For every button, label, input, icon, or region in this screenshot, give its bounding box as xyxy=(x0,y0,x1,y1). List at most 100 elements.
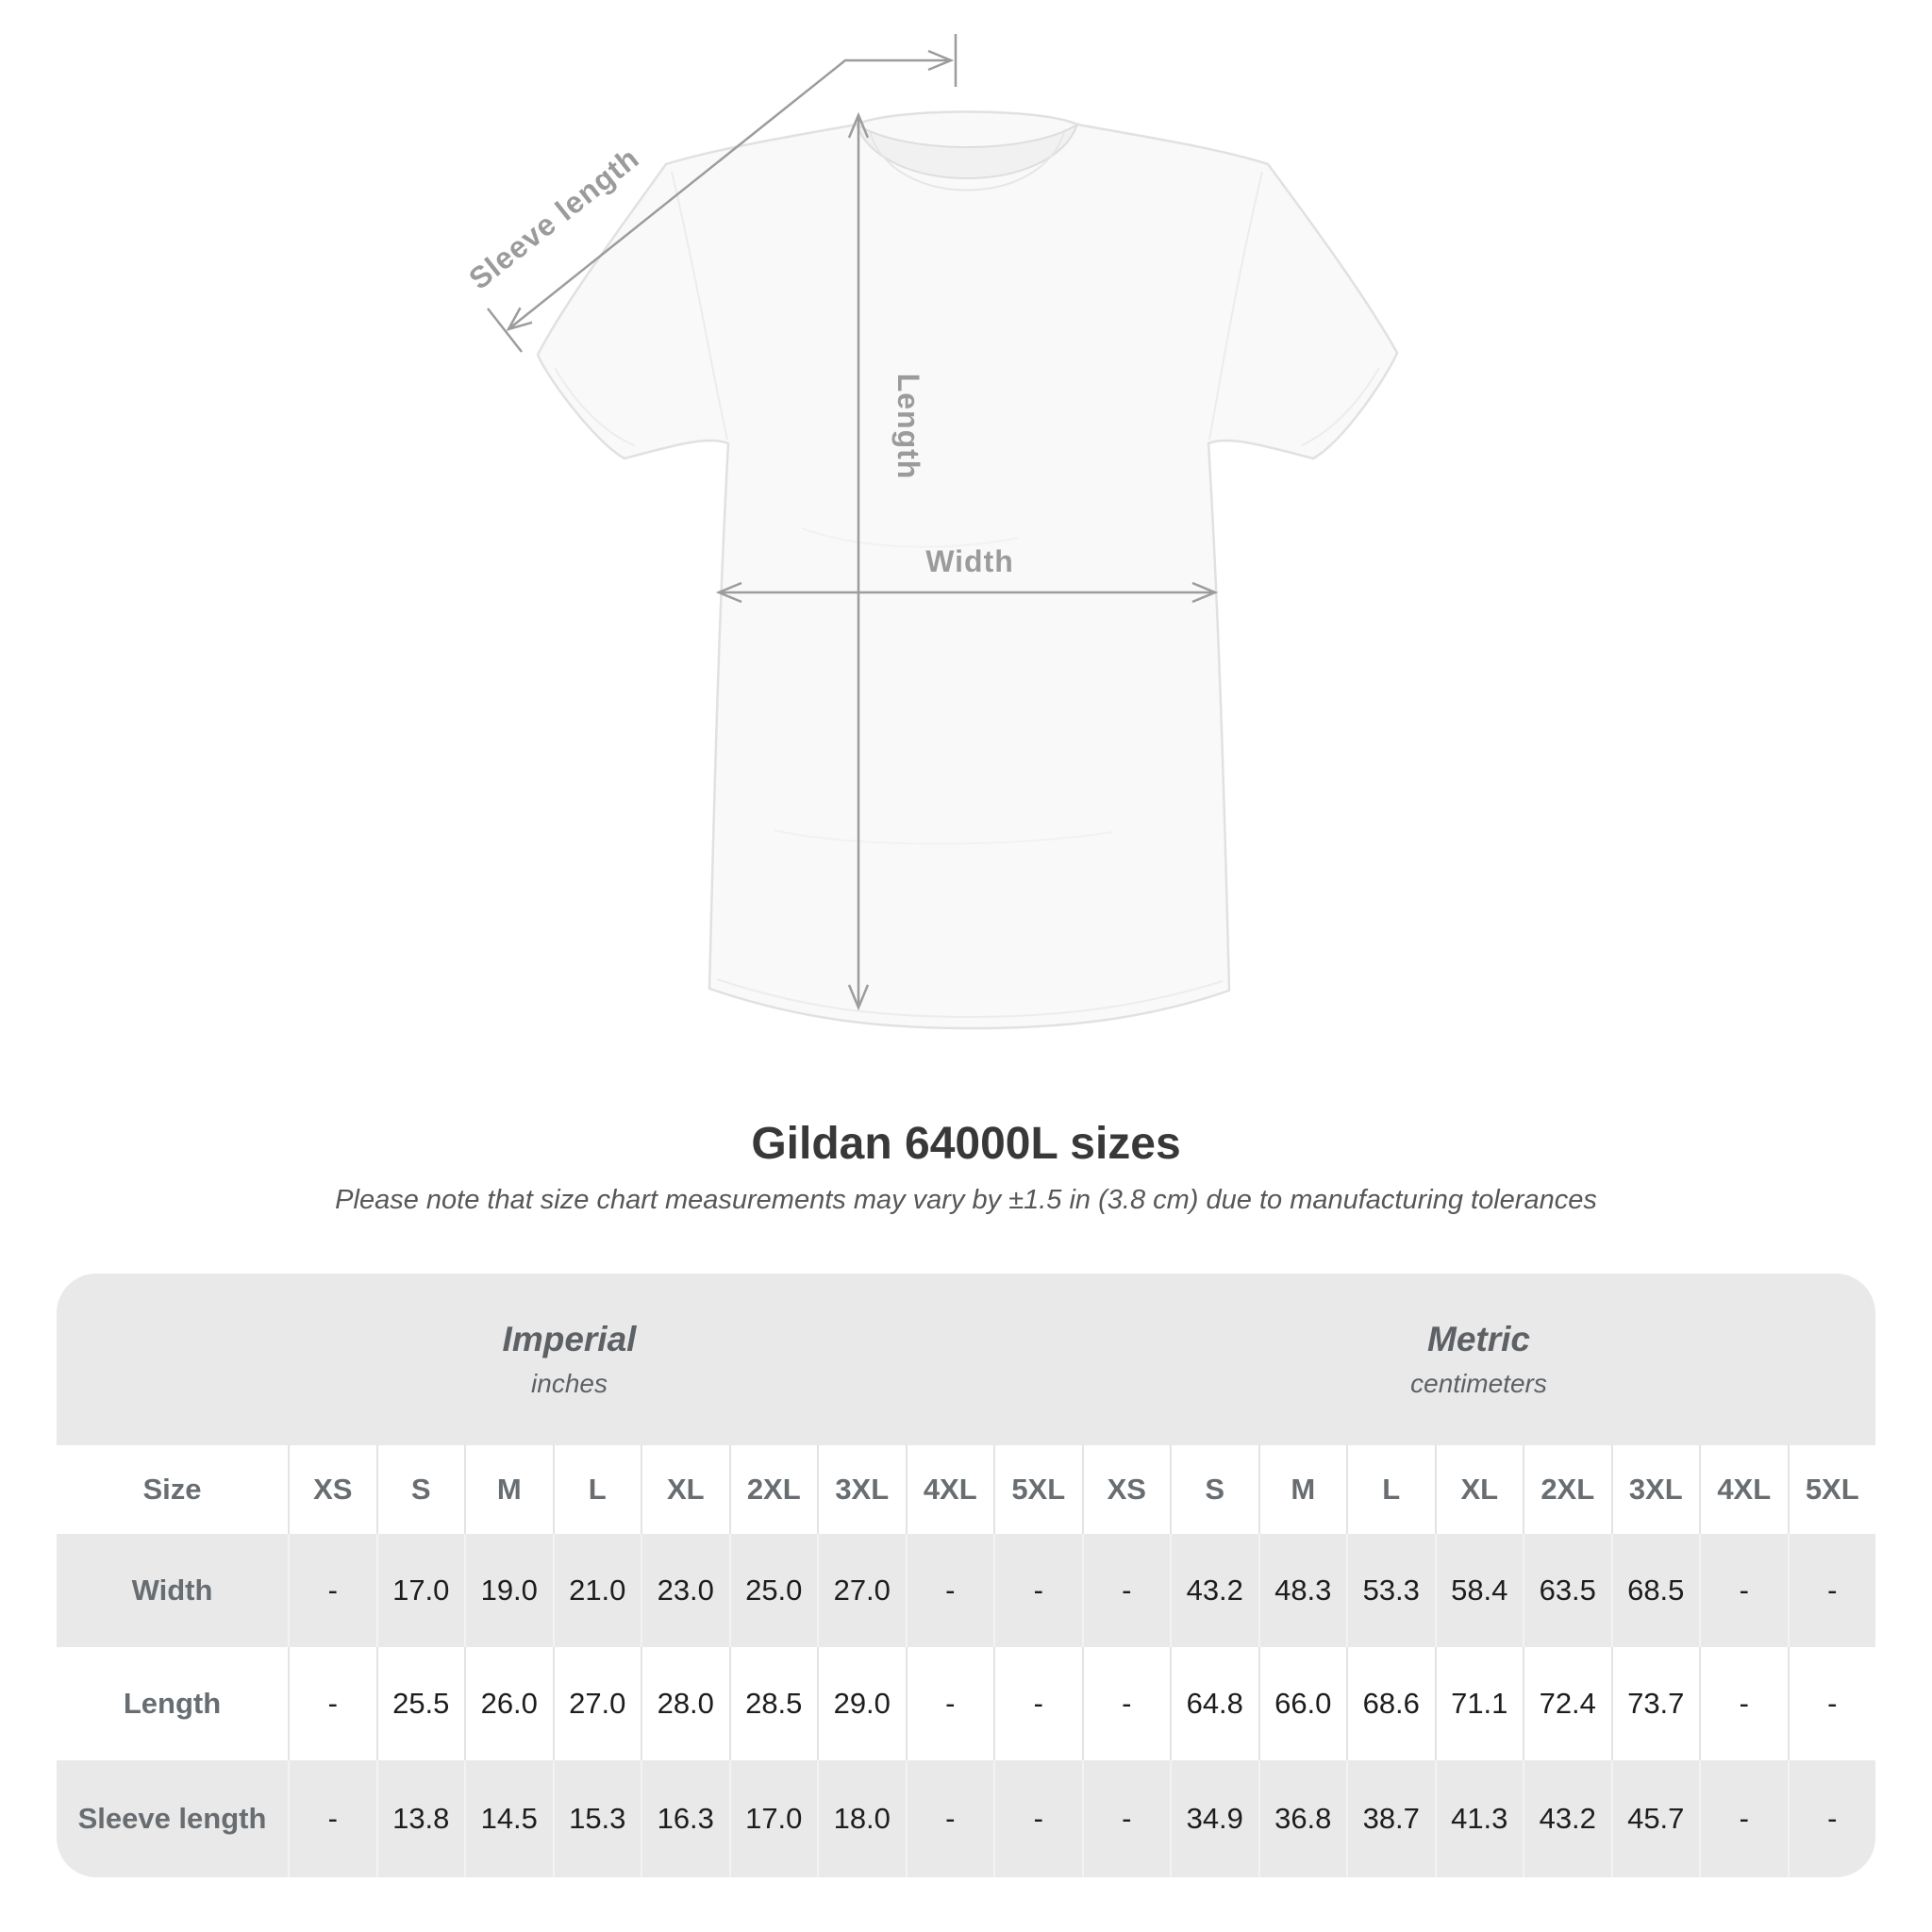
imperial-value-cell: 17.0 xyxy=(728,1760,818,1877)
sleeve-length-tick xyxy=(487,308,523,353)
metric-value-cell: 43.2 xyxy=(1523,1760,1611,1877)
imperial-value-cell: 17.0 xyxy=(375,1534,465,1647)
size-col-header: 2XL xyxy=(728,1445,818,1534)
imperial-value-cell: 27.0 xyxy=(817,1534,906,1647)
imperial-value-cell: - xyxy=(288,1647,376,1760)
metric-value-cell: - xyxy=(1081,1647,1171,1760)
size-col-header: 5XL xyxy=(1787,1445,1876,1534)
imperial-value-cell: 18.0 xyxy=(817,1760,906,1877)
size-col-header: XS xyxy=(288,1445,376,1534)
imperial-value-cell: 26.0 xyxy=(464,1647,553,1760)
size-col-header: 2XL xyxy=(1523,1445,1611,1534)
size-col-header: 3XL xyxy=(1610,1445,1700,1534)
size-col-header: XS xyxy=(1081,1445,1171,1534)
table-row: Sleeve length -13.8 14.5 15.3 16.3 17.0 18.0- -… xyxy=(57,1760,1875,1877)
row-header: Length xyxy=(123,1687,222,1720)
tolerance-note: Please note that size chart measurements… xyxy=(335,1185,1597,1215)
size-corner-header: Size xyxy=(142,1473,202,1506)
size-col-header: M xyxy=(1257,1445,1347,1534)
metric-value-cell: 34.9 xyxy=(1170,1760,1258,1877)
metric-value-cell: 68.6 xyxy=(1346,1647,1435,1760)
size-col-header: 4XL xyxy=(1699,1445,1788,1534)
metric-value-cell: 68.5 xyxy=(1610,1534,1700,1647)
size-col-header: 3XL xyxy=(817,1445,906,1534)
size-col-header: M xyxy=(464,1445,553,1534)
imperial-value-cell: 29.0 xyxy=(817,1647,906,1760)
imperial-value-cell: 16.3 xyxy=(641,1760,729,1877)
metric-value-cell: 63.5 xyxy=(1523,1534,1611,1647)
metric-value-cell: - xyxy=(1081,1534,1171,1647)
imperial-value-cell: 21.0 xyxy=(552,1534,641,1647)
tshirt-image xyxy=(536,110,1399,1030)
metric-value-cell: 41.3 xyxy=(1434,1760,1524,1877)
metric-value-cell: - xyxy=(1787,1760,1876,1877)
imperial-value-cell: - xyxy=(905,1534,994,1647)
imperial-group-name: Imperial xyxy=(502,1320,637,1358)
metric-value-cell: - xyxy=(1699,1647,1788,1760)
row-header: Sleeve length xyxy=(77,1802,267,1835)
size-col-header: L xyxy=(552,1445,641,1534)
size-col-header: S xyxy=(375,1445,465,1534)
imperial-value-cell: - xyxy=(993,1760,1082,1877)
metric-value-cell: - xyxy=(1699,1534,1788,1647)
size-table-rows: Size XS S M L XL 2XL 3XL 4XL 5XL XS S M L XL 2XL 3XL 4XL 5… xyxy=(57,1445,1875,1877)
imperial-value-cell: - xyxy=(905,1647,994,1760)
imperial-value-cell: 28.5 xyxy=(728,1647,818,1760)
imperial-value-cell: 28.0 xyxy=(641,1647,729,1760)
size-col-header: L xyxy=(1346,1445,1435,1534)
imperial-value-cell: 15.3 xyxy=(552,1760,641,1877)
size-col-header: 5XL xyxy=(993,1445,1082,1534)
imperial-value-cell: 25.5 xyxy=(375,1647,465,1760)
width-label: Width xyxy=(925,544,1014,578)
metric-value-cell: 72.4 xyxy=(1523,1647,1611,1760)
length-label: Length xyxy=(891,374,925,480)
imperial-value-cell: - xyxy=(993,1534,1082,1647)
size-col-header: XL xyxy=(641,1445,729,1534)
page-title: Gildan 64000L sizes xyxy=(751,1119,1181,1169)
title-block: Gildan 64000L sizes Please note that siz… xyxy=(0,1118,1932,1216)
metric-group-name: Metric xyxy=(1427,1320,1530,1358)
metric-value-cell: 66.0 xyxy=(1257,1647,1347,1760)
metric-value-cell: 43.2 xyxy=(1170,1534,1258,1647)
sleeve-length-arrow xyxy=(506,49,955,332)
metric-value-cell: 58.4 xyxy=(1434,1534,1524,1647)
imperial-value-cell: 19.0 xyxy=(464,1534,553,1647)
imperial-value-cell: - xyxy=(993,1647,1082,1760)
size-table: Imperial inches Metric centimeters Size X… xyxy=(57,1274,1875,1877)
metric-group-unit: centimeters xyxy=(1410,1369,1547,1398)
imperial-value-cell: 14.5 xyxy=(464,1760,553,1877)
metric-value-cell: - xyxy=(1787,1534,1876,1647)
metric-value-cell: 38.7 xyxy=(1346,1760,1435,1877)
imperial-group-unit: inches xyxy=(531,1369,608,1398)
size-col-header: 4XL xyxy=(905,1445,994,1534)
tshirt-diagram-svg: Sleeve length Length Width xyxy=(462,34,1399,1030)
imperial-value-cell: 13.8 xyxy=(375,1760,465,1877)
metric-value-cell: - xyxy=(1081,1760,1171,1877)
tshirt-measurement-diagram: Sleeve length Length Width xyxy=(462,34,1399,1030)
measurement-lines xyxy=(487,34,1219,1011)
imperial-value-cell: - xyxy=(288,1760,376,1877)
metric-group-header: Metric centimeters xyxy=(1082,1320,1875,1399)
table-row: Width -17.0 19.0 21.0 23.0 25.0 27.0- - -43.2 48.… xyxy=(57,1534,1875,1647)
metric-value-cell: 48.3 xyxy=(1257,1534,1347,1647)
imperial-value-cell: 27.0 xyxy=(552,1647,641,1760)
metric-value-cell: 64.8 xyxy=(1170,1647,1258,1760)
imperial-value-cell: - xyxy=(288,1534,376,1647)
imperial-value-cell: 25.0 xyxy=(728,1534,818,1647)
row-header: Width xyxy=(131,1574,213,1607)
size-col-header: XL xyxy=(1434,1445,1524,1534)
metric-value-cell: 45.7 xyxy=(1610,1760,1700,1877)
metric-value-cell: 36.8 xyxy=(1257,1760,1347,1877)
imperial-group-header: Imperial inches xyxy=(57,1320,1082,1399)
size-col-header: S xyxy=(1170,1445,1258,1534)
metric-value-cell: 73.7 xyxy=(1610,1647,1700,1760)
imperial-value-cell: - xyxy=(905,1760,994,1877)
metric-value-cell: 71.1 xyxy=(1434,1647,1524,1760)
metric-value-cell: - xyxy=(1699,1760,1788,1877)
imperial-value-cell: 23.0 xyxy=(641,1534,729,1647)
metric-value-cell: - xyxy=(1787,1647,1876,1760)
metric-value-cell: 53.3 xyxy=(1346,1534,1435,1647)
table-row: Length -25.5 26.0 27.0 28.0 28.5 29.0- - -64.8 66… xyxy=(57,1647,1875,1760)
size-header-row: Size XS S M L XL 2XL 3XL 4XL 5XL XS S M L XL 2XL 3XL 4XL 5… xyxy=(57,1445,1875,1534)
